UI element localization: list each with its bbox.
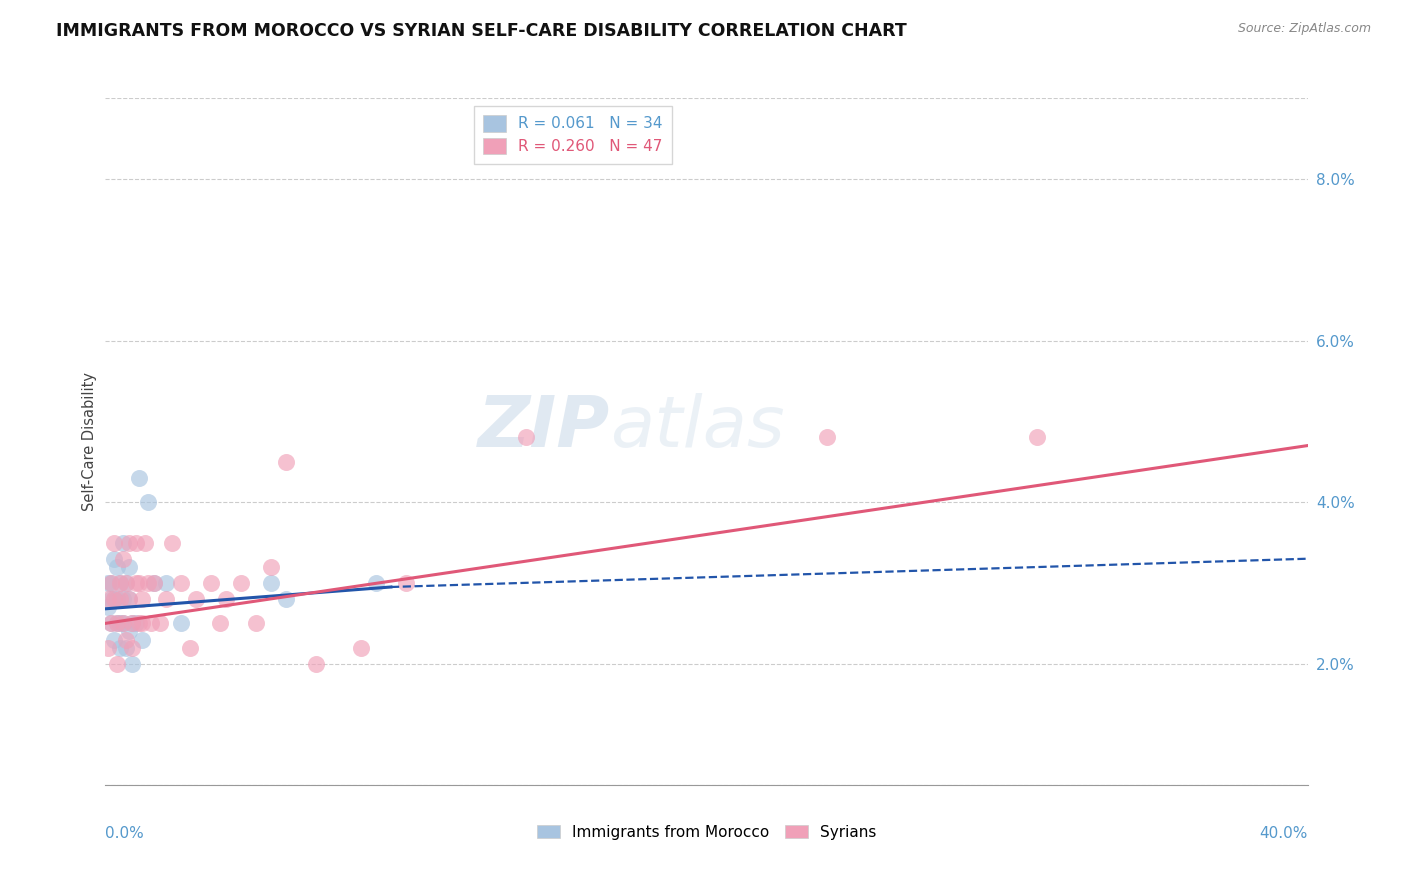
Point [121,616,143,631]
Text: Source: ZipAtlas.com: Source: ZipAtlas.com [1237,22,1371,36]
Point [128,576,150,591]
Point [107,657,129,671]
Point [139,616,162,631]
Point [815,430,838,444]
Point [364,576,387,591]
Point [1026,430,1049,444]
Point [103,551,125,566]
Point [121,657,143,671]
Point [136,576,159,591]
Point [142,576,165,591]
Point [124,576,146,591]
Point [395,576,418,591]
Point [110,576,132,591]
Point [107,616,129,631]
Point [103,632,125,647]
Point [124,616,146,631]
Point [515,430,537,444]
Point [112,616,135,631]
Point [110,616,132,631]
Point [100,616,122,631]
Point [128,616,150,631]
Point [155,576,177,591]
Point [112,592,135,607]
Point [160,535,183,549]
Legend: Immigrants from Morocco, Syrians: Immigrants from Morocco, Syrians [531,819,882,846]
Point [100,576,122,591]
Point [134,535,156,549]
Point [107,592,129,607]
Point [100,592,122,607]
Point [155,592,177,607]
Point [118,624,141,639]
Point [103,592,125,607]
Point [115,632,138,647]
Text: ZIP: ZIP [478,393,610,462]
Text: 0.0%: 0.0% [105,826,145,841]
Point [118,592,141,607]
Point [214,592,236,607]
Point [115,640,138,655]
Point [142,576,165,591]
Point [110,576,132,591]
Point [305,657,328,671]
Point [97,600,120,615]
Point [179,640,201,655]
Point [107,616,129,631]
Point [169,616,191,631]
Point [100,616,122,631]
Point [112,616,135,631]
Point [131,632,153,647]
Point [260,559,283,574]
Point [97,592,120,607]
Point [136,495,159,509]
Point [274,455,297,469]
Point [115,576,138,591]
Point [112,535,135,549]
Point [245,616,267,631]
Point [100,576,122,591]
Point [200,576,222,591]
Point [184,592,207,607]
Point [121,640,143,655]
Point [131,592,153,607]
Point [229,576,252,591]
Point [121,616,143,631]
Point [115,576,138,591]
Point [208,616,231,631]
Point [103,535,125,549]
Point [97,640,120,655]
Point [97,576,120,591]
Point [350,640,373,655]
Point [103,592,125,607]
Point [148,616,170,631]
Point [169,576,191,591]
Point [274,592,297,607]
Point [260,576,283,591]
Point [107,559,129,574]
Point [124,535,146,549]
Point [118,535,141,549]
Point [110,640,132,655]
Text: 40.0%: 40.0% [1260,826,1308,841]
Point [112,551,135,566]
Point [131,616,153,631]
Point [118,592,141,607]
Text: atlas: atlas [610,393,785,462]
Text: IMMIGRANTS FROM MOROCCO VS SYRIAN SELF-CARE DISABILITY CORRELATION CHART: IMMIGRANTS FROM MOROCCO VS SYRIAN SELF-C… [56,22,907,40]
Point [110,592,132,607]
Y-axis label: Self-Care Disability: Self-Care Disability [82,372,97,511]
Point [128,471,150,485]
Point [118,559,141,574]
